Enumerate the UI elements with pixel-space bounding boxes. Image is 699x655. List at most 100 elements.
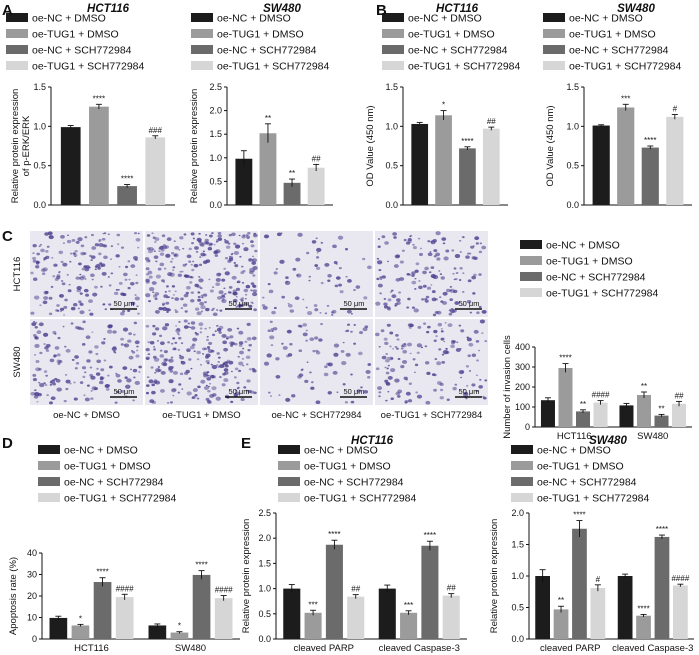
cell-dot [247,231,251,235]
panel-letter-d: D [2,435,13,452]
cell-dot [112,330,117,334]
cell-dot [387,357,390,359]
significance-label: ## [312,154,321,163]
cell-dot [117,379,122,383]
bar [115,597,134,639]
cell-dot [94,345,99,349]
cell-dot [432,238,437,243]
cell-dot [251,258,258,263]
legend-swatch [520,256,542,265]
cell-dot [314,336,319,340]
cell-dot [252,369,257,373]
cell-dot [401,249,405,252]
cell-dot [232,292,237,296]
significance-label: **** [559,354,571,363]
cell-dot [159,354,165,358]
cell-dot [271,310,276,315]
cell-dot [225,337,229,340]
cell-dot [412,246,417,250]
cell-dot [94,268,97,270]
cell-dot [127,260,131,263]
cell-dot [120,292,126,296]
cell-dot [248,343,252,347]
cell-dot [272,327,278,331]
cell-dot [387,375,393,380]
y-tick-label: 300 [515,362,530,372]
legend-swatch [6,45,28,54]
cell-dot [227,291,232,294]
cell-dot [239,255,242,258]
cell-dot [289,343,293,346]
cell-dot [72,302,78,307]
cell-dot [188,377,192,380]
cell-dot [454,253,461,259]
bar [400,612,418,639]
cell-dot [458,279,462,281]
cell-dot [350,312,353,315]
legend-swatch [38,461,60,470]
cell-dot [439,396,444,400]
cell-dot [56,359,62,364]
cell-dot [174,290,177,293]
cell-dot [231,275,237,280]
bar [654,415,669,427]
cell-dot [174,310,179,314]
cell-dot [95,372,101,376]
cell-dot [154,237,160,241]
cell-dot [243,247,249,252]
cell-dot [187,322,191,325]
cell-dot [34,389,37,392]
cell-dot [467,252,470,255]
cell-dot [209,394,215,398]
cell-dot [108,284,112,287]
cell-dot [278,394,281,396]
cell-dot [315,351,321,355]
cell-dot [111,346,117,351]
cell-dot [226,359,231,363]
cell-dot [98,380,104,385]
cell-dot [67,289,72,293]
cell-dot [75,276,80,280]
cell-dot [180,342,184,344]
cell-dot [133,321,138,325]
cell-dot [289,309,295,313]
cell-dot [245,355,251,360]
cell-dot [137,232,140,235]
cell-dot [309,371,312,374]
cell-dot [241,265,244,268]
cell-dot [252,274,256,277]
bar [459,148,476,205]
cell-dot [318,338,323,342]
cell-dot [376,257,380,260]
bar [283,182,301,205]
cell-dot [54,346,60,350]
cell-dot [398,291,402,294]
cell-dot [51,257,54,259]
legend-swatch [382,45,404,54]
cell-dot [240,271,245,275]
cell-dot [196,350,201,355]
micrograph-background [375,319,488,405]
cell-dot [31,322,37,327]
cell-dot [175,328,181,333]
cell-dot [126,378,132,383]
y-tick-label: 0.0 [566,200,579,210]
cell-dot [475,340,480,343]
cell-dot [62,325,65,328]
y-tick-label: 1.0 [258,584,271,594]
significance-label: # [596,575,601,584]
cell-dot [445,350,450,354]
cell-dot [90,375,96,380]
cell-dot [166,401,170,404]
cell-dot [438,348,442,351]
chart-title: SW480 [263,3,301,15]
cell-dot [244,340,248,343]
bar [170,632,189,639]
cell-dot [171,257,174,260]
cell-dot [452,386,457,391]
cell-dot [436,381,442,385]
legend-swatch [38,493,60,502]
significance-label: **** [461,137,473,146]
cell-dot [192,260,195,263]
cell-dot [241,281,245,284]
